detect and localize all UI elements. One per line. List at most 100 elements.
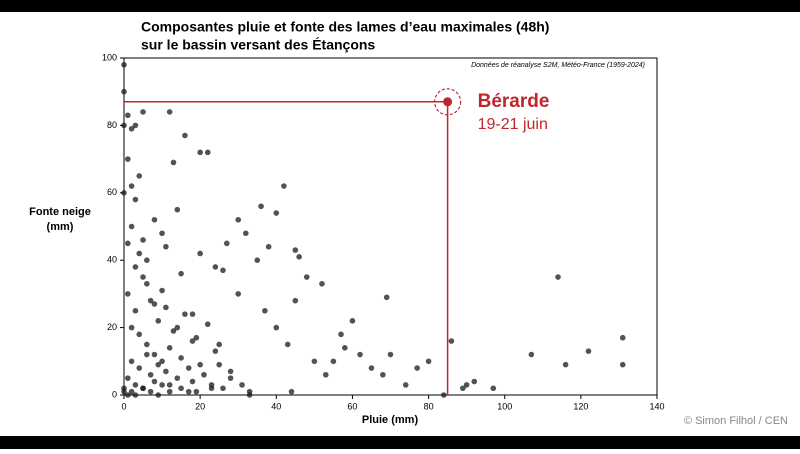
point bbox=[330, 358, 337, 365]
point bbox=[189, 338, 196, 344]
point bbox=[185, 365, 192, 371]
point bbox=[178, 355, 184, 361]
point bbox=[562, 361, 569, 368]
point bbox=[121, 61, 127, 68]
point bbox=[216, 341, 222, 348]
point bbox=[201, 371, 207, 378]
chart-title: Composantes pluie et fonte des lames d’e… bbox=[141, 19, 549, 35]
x-tick-label: 0 bbox=[121, 401, 126, 411]
point bbox=[132, 307, 139, 314]
point bbox=[174, 206, 181, 213]
point bbox=[349, 318, 356, 324]
point bbox=[471, 378, 478, 385]
point bbox=[121, 122, 127, 129]
point bbox=[155, 318, 162, 324]
point bbox=[490, 385, 497, 392]
point bbox=[292, 297, 299, 304]
point bbox=[136, 365, 143, 371]
point bbox=[132, 392, 139, 398]
chart-title: sur le bassin versant des Étançons bbox=[141, 37, 375, 53]
point bbox=[132, 196, 139, 203]
point bbox=[178, 385, 184, 392]
point bbox=[132, 264, 139, 270]
plot-frame bbox=[123, 57, 658, 396]
credit: © Simon Filhol / CEN bbox=[684, 415, 788, 427]
point bbox=[414, 365, 420, 371]
point bbox=[460, 385, 466, 392]
point bbox=[121, 388, 127, 395]
point bbox=[338, 331, 344, 338]
point bbox=[166, 345, 173, 351]
point bbox=[174, 375, 181, 381]
point bbox=[273, 210, 280, 216]
point bbox=[254, 257, 261, 264]
point bbox=[121, 88, 127, 95]
point bbox=[159, 230, 165, 237]
point bbox=[147, 297, 154, 304]
point bbox=[296, 254, 302, 260]
x-tick-label: 80 bbox=[424, 401, 434, 411]
point bbox=[144, 257, 150, 264]
point bbox=[357, 351, 363, 358]
point bbox=[292, 247, 299, 253]
point bbox=[235, 216, 242, 223]
point bbox=[170, 159, 177, 166]
highlight-ring bbox=[434, 88, 462, 116]
point bbox=[212, 264, 219, 270]
x-tick-label: 20 bbox=[195, 401, 205, 411]
point bbox=[311, 358, 318, 365]
point bbox=[235, 291, 242, 297]
point bbox=[136, 173, 143, 179]
point bbox=[555, 274, 561, 280]
point bbox=[463, 382, 470, 388]
y-axis-label: (mm) bbox=[47, 221, 74, 233]
point bbox=[189, 311, 196, 317]
point bbox=[319, 280, 325, 287]
point bbox=[125, 240, 131, 247]
point bbox=[288, 388, 295, 395]
x-tick-label: 40 bbox=[271, 401, 281, 411]
point bbox=[243, 230, 249, 237]
point bbox=[159, 287, 165, 294]
point bbox=[140, 274, 146, 280]
point bbox=[151, 216, 158, 223]
point bbox=[197, 361, 203, 368]
point bbox=[140, 109, 146, 115]
point bbox=[182, 132, 188, 139]
point bbox=[155, 392, 162, 398]
point bbox=[619, 361, 626, 368]
point bbox=[151, 351, 158, 358]
point bbox=[185, 388, 192, 395]
x-tick-label: 120 bbox=[573, 401, 588, 411]
point bbox=[220, 385, 226, 392]
point bbox=[178, 270, 184, 277]
point bbox=[227, 375, 234, 381]
point bbox=[189, 378, 196, 385]
point bbox=[223, 240, 230, 247]
point bbox=[441, 392, 447, 398]
top-bar bbox=[0, 0, 800, 12]
point bbox=[121, 190, 127, 196]
point bbox=[265, 243, 272, 250]
point bbox=[322, 371, 329, 378]
x-tick-label: 140 bbox=[649, 401, 664, 411]
point bbox=[170, 328, 177, 334]
point bbox=[402, 382, 409, 388]
point bbox=[197, 149, 203, 156]
point bbox=[128, 358, 135, 365]
point bbox=[174, 324, 181, 331]
point bbox=[159, 382, 165, 388]
y-tick-label: 20 bbox=[107, 322, 117, 332]
point bbox=[204, 321, 211, 328]
point bbox=[425, 358, 432, 365]
point bbox=[383, 294, 390, 301]
point bbox=[258, 203, 264, 210]
point bbox=[125, 375, 131, 381]
point bbox=[212, 348, 219, 354]
point bbox=[197, 250, 203, 257]
point bbox=[220, 267, 226, 274]
point bbox=[208, 385, 215, 392]
point bbox=[273, 324, 280, 331]
point bbox=[144, 341, 150, 348]
